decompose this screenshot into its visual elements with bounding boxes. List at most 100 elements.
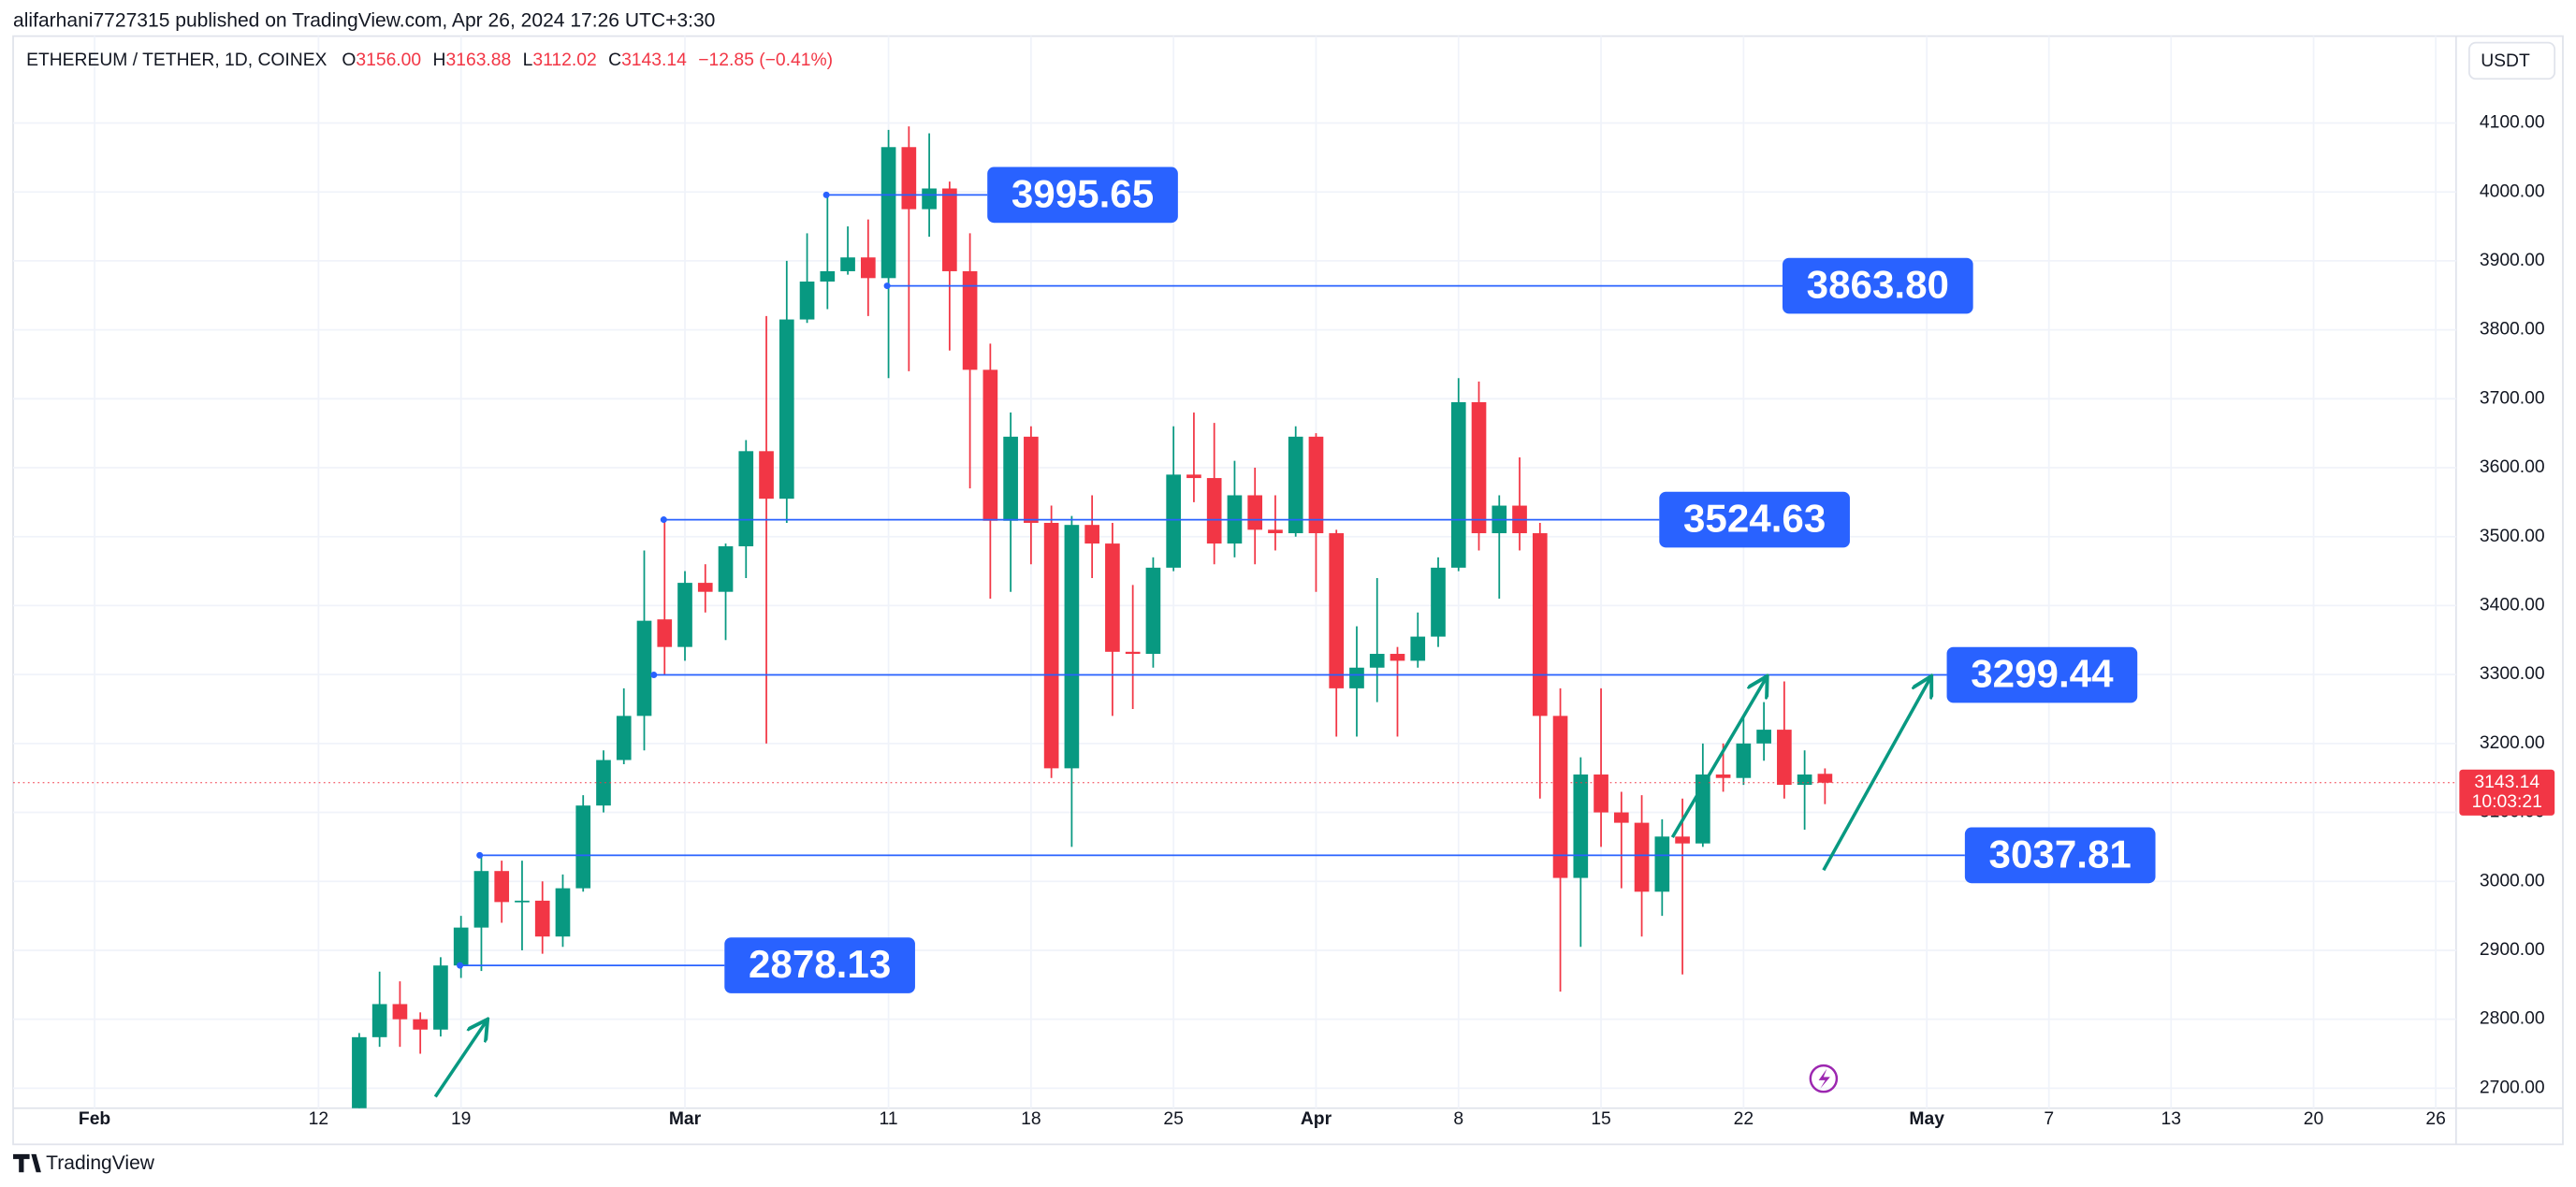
- candle-body: [1268, 529, 1283, 534]
- y-tick-label: 3300.00: [2480, 664, 2545, 684]
- events-icon[interactable]: [1809, 1064, 1839, 1093]
- arrow: [1670, 678, 1766, 839]
- level-box: [1659, 491, 1850, 548]
- level-label: 3863.80: [1807, 262, 1949, 306]
- levels: 3995.65 3863.80 3524.63 3299.44 3037.81 2878.…: [457, 166, 2156, 993]
- ohlc-key: O: [342, 51, 356, 70]
- candle-body: [759, 451, 774, 499]
- candle-body: [942, 188, 957, 271]
- level-anchor: [476, 851, 484, 859]
- x-tick-label: 11: [880, 1109, 898, 1129]
- candle-body: [1308, 436, 1324, 534]
- candle-body: [1247, 495, 1263, 530]
- ohlc-value: 3163.88: [445, 51, 511, 70]
- candle-body: [1450, 401, 1466, 568]
- candle-body: [880, 147, 896, 279]
- candle-body: [1573, 774, 1589, 878]
- candle-body: [962, 270, 978, 370]
- x-tick-label: May: [1909, 1109, 1944, 1129]
- candle-body: [738, 451, 754, 547]
- ohlc-value: 3112.02: [532, 51, 596, 70]
- axes: 2700.002800.002900.003000.003100.003200.…: [79, 113, 2555, 1129]
- brand-logo: [13, 1153, 41, 1173]
- candle-body: [1613, 812, 1629, 823]
- y-tick-label: 3400.00: [2480, 596, 2545, 615]
- candle-body: [1532, 533, 1548, 717]
- x-tick-label: 26: [2425, 1109, 2445, 1129]
- level-box: [724, 937, 915, 993]
- level-label: 3524.63: [1683, 496, 1826, 540]
- candle-body: [1145, 567, 1161, 655]
- x-tick-label: 19: [451, 1109, 471, 1129]
- candle-body: [392, 1004, 408, 1020]
- candle-body: [1329, 533, 1345, 688]
- candle-body: [1431, 567, 1446, 637]
- currency-button[interactable]: [2467, 41, 2556, 80]
- y-tick-label: 4100.00: [2480, 113, 2545, 133]
- candle-body: [1552, 716, 1568, 878]
- candle-body: [371, 1004, 387, 1037]
- ohlc-key: H: [433, 51, 446, 70]
- x-tick-label: 8: [1453, 1109, 1463, 1129]
- y-tick-label: 2800.00: [2480, 1009, 2545, 1029]
- level-anchor: [457, 962, 464, 969]
- candle-body: [1043, 522, 1059, 769]
- level-box: [1946, 646, 2138, 703]
- y-tick-label: 3500.00: [2480, 527, 2545, 546]
- candle-body: [820, 270, 836, 282]
- candle-body: [1817, 774, 1833, 783]
- brand: TradingView: [46, 1152, 155, 1174]
- y-tick-label: 3000.00: [2480, 871, 2545, 890]
- candle-body: [1797, 774, 1812, 786]
- x-tick-label: 7: [2044, 1109, 2054, 1129]
- ohlc-value: 3156.00: [356, 51, 421, 70]
- candle-body: [1675, 836, 1690, 844]
- x-tick-label: 20: [2304, 1109, 2323, 1129]
- candle-body: [636, 620, 652, 717]
- y-tick-label: 2900.00: [2480, 940, 2545, 960]
- level-label: 3995.65: [1011, 171, 1154, 215]
- x-tick-label: 22: [1734, 1109, 1754, 1129]
- ohlc-key: C: [608, 51, 621, 70]
- x-tick-label: Mar: [669, 1109, 702, 1129]
- arrow: [433, 1021, 486, 1098]
- candle-body: [1756, 730, 1771, 744]
- candle-body: [515, 900, 530, 903]
- candle-body: [616, 716, 632, 760]
- level-anchor: [650, 672, 658, 679]
- y-tick-label: 3800.00: [2480, 320, 2545, 340]
- candle-body: [1369, 654, 1385, 668]
- last-price-box: [2459, 769, 2555, 816]
- x-tick-label: Apr: [1301, 1109, 1332, 1129]
- level-box: [1782, 257, 1973, 314]
- x-tick-label: 18: [1021, 1109, 1041, 1129]
- candle-body: [1064, 525, 1080, 769]
- candle-body: [1024, 436, 1039, 523]
- currency[interactable]: USDT: [2481, 51, 2530, 71]
- candle-body: [1410, 636, 1426, 661]
- candle-body: [697, 583, 713, 592]
- y-tick-label: 3200.00: [2480, 733, 2545, 753]
- candle-body: [1105, 543, 1120, 652]
- candle-body: [779, 319, 794, 499]
- y-tick-label: 3600.00: [2480, 457, 2545, 477]
- candle-body: [1186, 474, 1201, 479]
- last-price-label: 3143.14: [2474, 773, 2540, 792]
- candle-body: [413, 1019, 429, 1030]
- candle-body: [453, 927, 469, 966]
- x-tick-label: 25: [1163, 1109, 1183, 1129]
- level-label: 3299.44: [1971, 651, 2114, 695]
- candle-body: [982, 369, 998, 521]
- level-label: 2878.13: [749, 942, 891, 986]
- level-anchor: [822, 191, 830, 198]
- candle-body: [1166, 474, 1182, 568]
- candle-body: [799, 282, 815, 320]
- y-tick-label: 3900.00: [2480, 251, 2545, 270]
- candle-body: [1206, 478, 1222, 544]
- candle-body: [1715, 774, 1731, 778]
- candle-body: [1654, 836, 1670, 892]
- candle-body: [1288, 436, 1303, 534]
- candle-body: [1471, 401, 1487, 534]
